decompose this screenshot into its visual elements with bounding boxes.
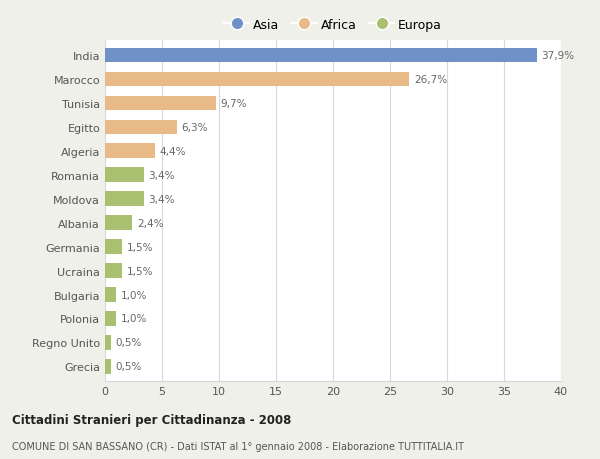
Legend: Asia, Africa, Europa: Asia, Africa, Europa bbox=[220, 14, 446, 37]
Bar bbox=[105, 312, 116, 326]
Text: 26,7%: 26,7% bbox=[414, 75, 447, 84]
Bar bbox=[105, 336, 111, 350]
Text: 3,4%: 3,4% bbox=[148, 170, 175, 180]
Text: Cittadini Stranieri per Cittadinanza - 2008: Cittadini Stranieri per Cittadinanza - 2… bbox=[12, 413, 292, 426]
Text: 2,4%: 2,4% bbox=[137, 218, 163, 228]
Bar bbox=[105, 359, 111, 374]
Text: 1,5%: 1,5% bbox=[127, 266, 153, 276]
Bar bbox=[105, 216, 133, 230]
Bar bbox=[105, 96, 215, 111]
Bar bbox=[105, 120, 177, 134]
Text: 0,5%: 0,5% bbox=[115, 338, 142, 347]
Bar bbox=[105, 288, 116, 302]
Bar bbox=[105, 264, 122, 278]
Text: 1,0%: 1,0% bbox=[121, 314, 148, 324]
Text: 3,4%: 3,4% bbox=[148, 194, 175, 204]
Text: 1,0%: 1,0% bbox=[121, 290, 148, 300]
Bar bbox=[105, 73, 409, 87]
Text: 37,9%: 37,9% bbox=[542, 50, 575, 61]
Text: 6,3%: 6,3% bbox=[181, 123, 208, 132]
Text: 9,7%: 9,7% bbox=[220, 99, 247, 108]
Bar bbox=[105, 192, 144, 207]
Bar bbox=[105, 49, 537, 63]
Bar bbox=[105, 240, 122, 254]
Text: COMUNE DI SAN BASSANO (CR) - Dati ISTAT al 1° gennaio 2008 - Elaborazione TUTTIT: COMUNE DI SAN BASSANO (CR) - Dati ISTAT … bbox=[12, 441, 464, 451]
Bar bbox=[105, 168, 144, 182]
Text: 0,5%: 0,5% bbox=[115, 362, 142, 372]
Bar bbox=[105, 144, 155, 158]
Text: 4,4%: 4,4% bbox=[160, 146, 186, 157]
Text: 1,5%: 1,5% bbox=[127, 242, 153, 252]
